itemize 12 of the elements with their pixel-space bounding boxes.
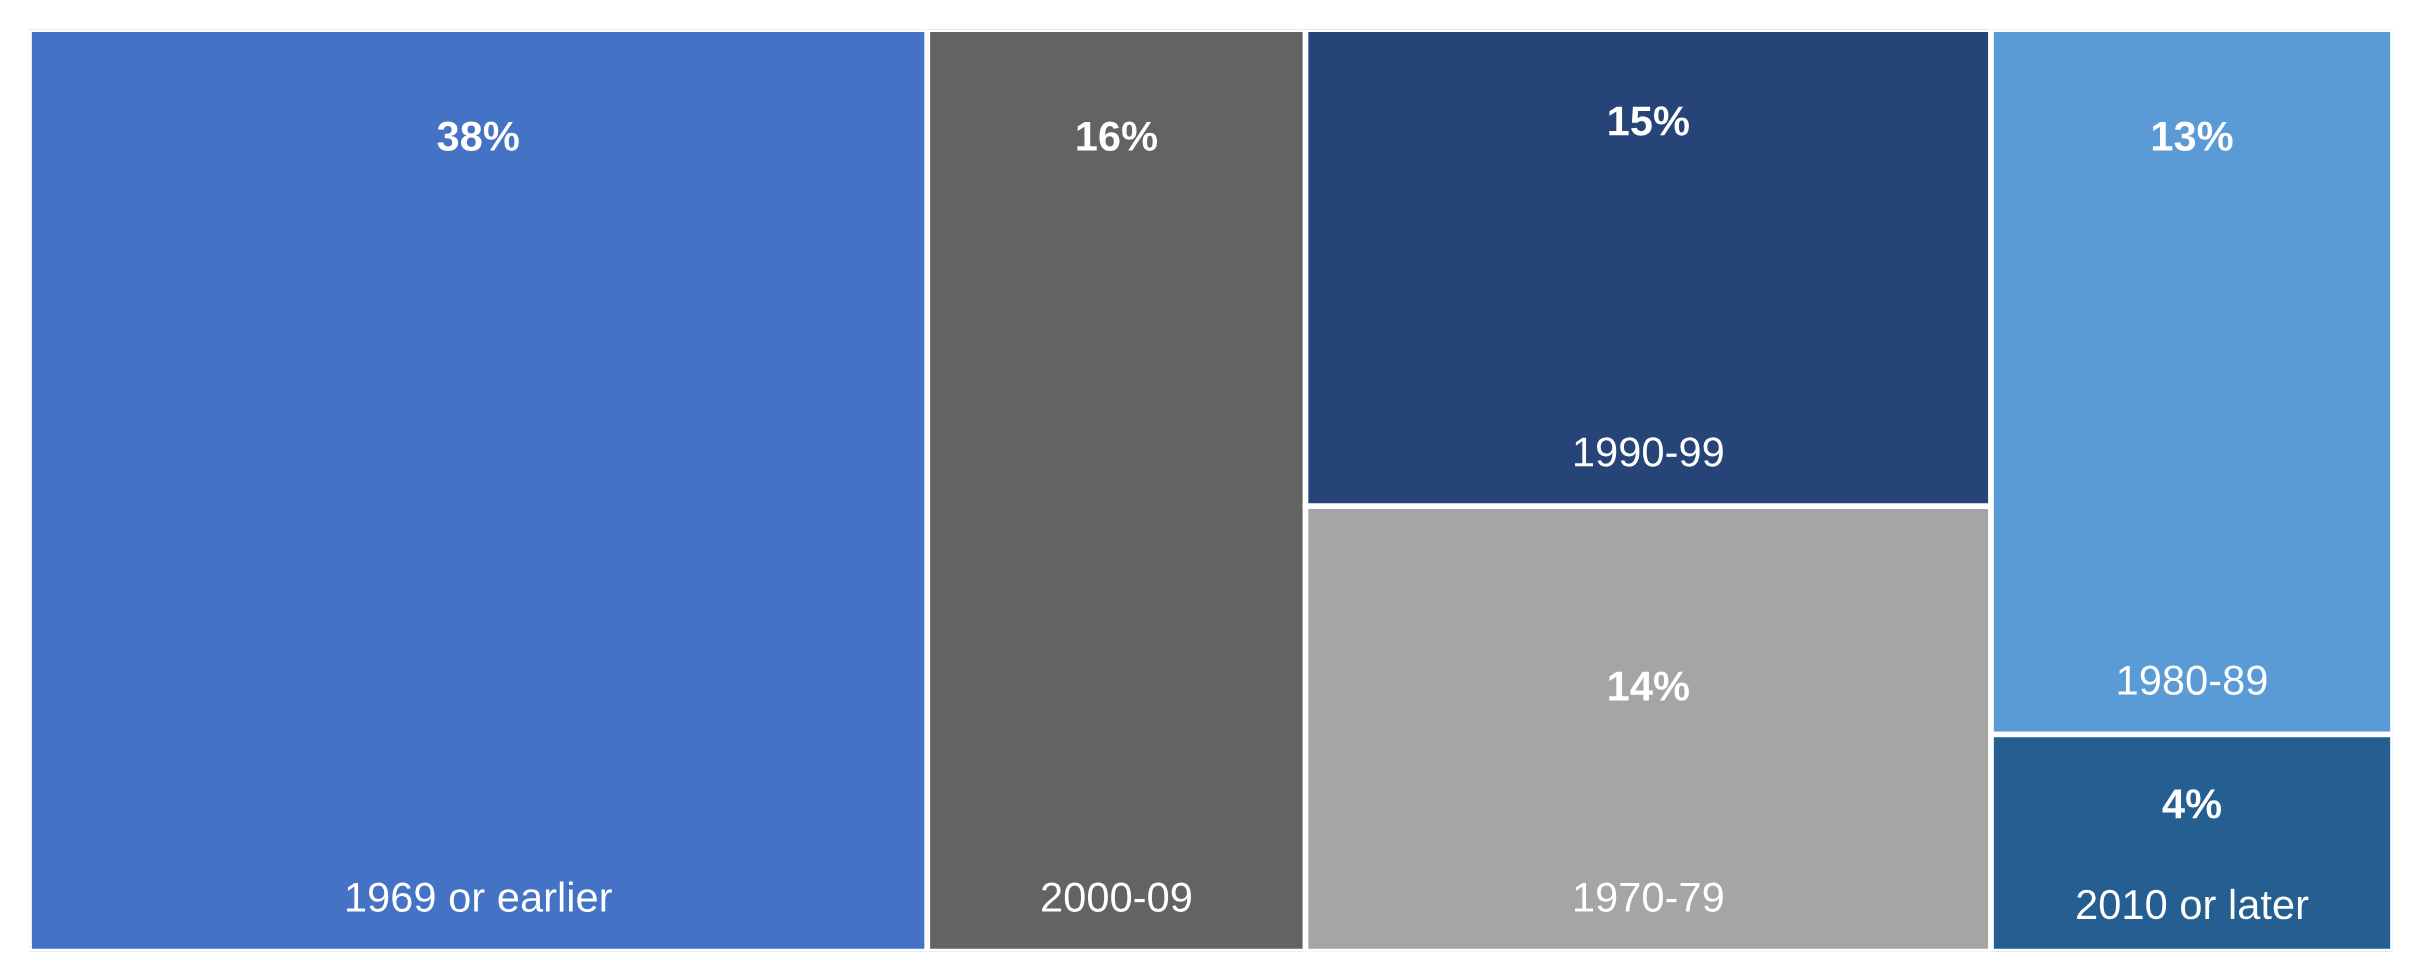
data-label: 14% <box>1609 671 1689 701</box>
category-label: 2000-09 <box>1042 882 1191 913</box>
data-label: 4% <box>2162 789 2222 819</box>
data-label: 38% <box>437 121 519 152</box>
category-label: 2010 or later <box>2077 888 2309 920</box>
category-label: 1990-99 <box>1575 437 1723 467</box>
data-label: 16% <box>1077 121 1158 152</box>
category-label: 1969 or earlier <box>347 881 612 913</box>
data-label: 15% <box>1609 106 1689 136</box>
category-label: 1970-79 <box>1575 882 1723 913</box>
data-label: 13% <box>2152 121 2233 152</box>
category-label: 1980-89 <box>2118 665 2267 695</box>
